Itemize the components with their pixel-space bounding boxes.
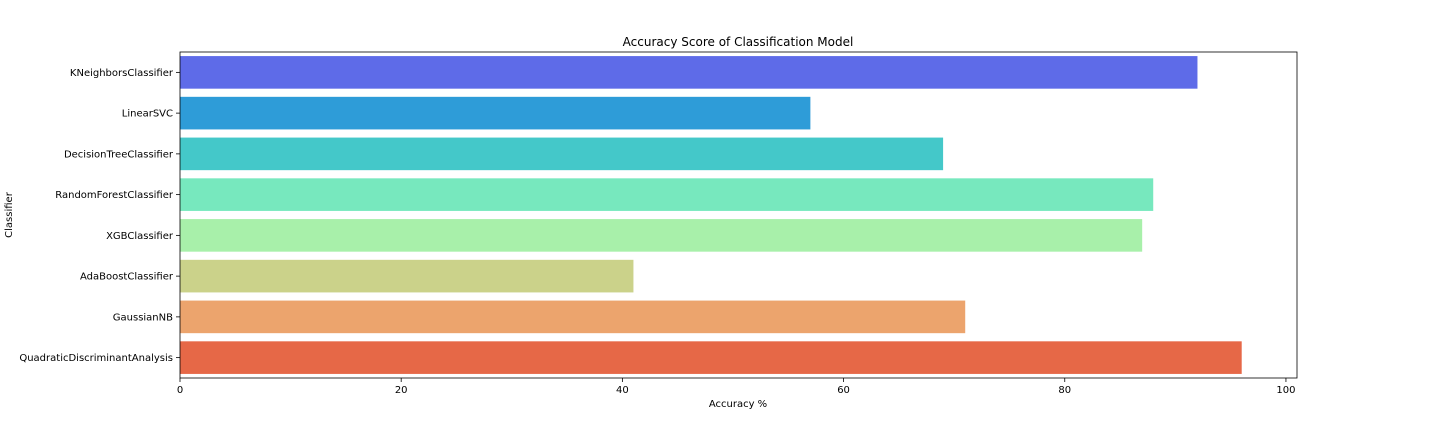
bars-group	[180, 56, 1242, 374]
y-tick-label: KNeighborsClassifier	[70, 68, 174, 79]
x-tick-label: 40	[616, 385, 629, 396]
chart-title: Accuracy Score of Classification Model	[623, 35, 854, 49]
bar-RandomForestClassifier	[180, 178, 1154, 211]
x-tick-label: 20	[395, 385, 408, 396]
y-tick-label: LinearSVC	[122, 109, 173, 120]
x-tick-label: 100	[1276, 385, 1295, 396]
x-tick-label: 0	[177, 385, 183, 396]
x-tick-label: 60	[837, 385, 850, 396]
y-axis-label: Classifier	[4, 191, 15, 238]
x-axis-ticks: 0 20 40 60 80 100	[177, 378, 1295, 396]
plot-frame	[179, 51, 1298, 379]
bar-LinearSVC	[180, 96, 811, 130]
y-tick-label: QuadraticDiscriminantAnalysis	[19, 353, 173, 364]
y-tick-label: GaussianNB	[113, 312, 173, 323]
bar-GaussianNB	[180, 300, 966, 334]
x-tick-label: 80	[1058, 385, 1071, 396]
x-axis-label: Accuracy %	[709, 399, 767, 410]
bar-KNeighborsClassifier	[180, 56, 1198, 89]
bar-AdaBoostClassifier	[180, 259, 634, 293]
bar-XGBClassifier	[180, 219, 1143, 252]
y-tick-label: XGBClassifier	[106, 231, 174, 242]
y-tick-label: RandomForestClassifier	[55, 190, 174, 201]
bar-DecisionTreeClassifier	[180, 137, 944, 171]
y-tick-label: DecisionTreeClassifier	[64, 149, 174, 160]
y-tick-label: AdaBoostClassifier	[80, 272, 174, 283]
y-axis-ticks: KNeighborsClassifier LinearSVC DecisionTre…	[19, 68, 180, 364]
bar-QuadraticDiscriminantAnalysis	[180, 341, 1242, 374]
